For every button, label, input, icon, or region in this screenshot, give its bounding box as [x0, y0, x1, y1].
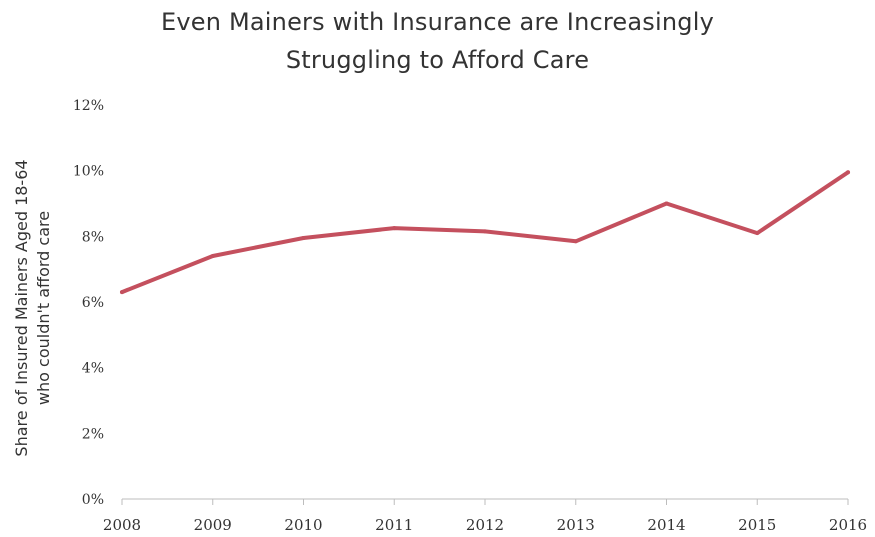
- data-point: [120, 290, 124, 295]
- x-tick-label: 2015: [738, 516, 776, 534]
- x-tick-label: 2010: [284, 516, 322, 534]
- y-axis: 0% 2% 4% 6% 8% 10% 12%: [73, 98, 104, 508]
- chart-title-line-2: Struggling to Afford Care: [285, 46, 590, 74]
- x-tick-label: 2013: [557, 516, 595, 534]
- data-point: [664, 201, 669, 206]
- y-tick-label: 6%: [82, 295, 104, 311]
- y-axis-label: Share of Insured Mainers Aged 18-64 who …: [12, 159, 53, 456]
- chart-title-line-1: Even Mainers with Insurance are Increasi…: [161, 8, 714, 36]
- x-axis-ticks: 2008 2009 2010 2011 2012 2013 2014 2015 2016: [103, 499, 867, 534]
- series-group: [120, 170, 850, 295]
- x-tick-label: 2016: [829, 516, 867, 534]
- y-axis-label-line-1: Share of Insured Mainers Aged 18-64: [12, 159, 31, 456]
- y-axis-label-line-2: who couldn't afford care: [34, 211, 53, 405]
- data-point: [755, 231, 760, 236]
- data-point: [573, 239, 578, 244]
- data-point: [483, 229, 487, 234]
- x-tick-label: 2009: [194, 516, 232, 534]
- y-tick-label: 12%: [73, 98, 104, 114]
- data-point: [392, 226, 397, 231]
- y-tick-label: 2%: [82, 426, 104, 442]
- x-tick-label: 2011: [375, 516, 413, 534]
- y-tick-label: 0%: [82, 492, 104, 508]
- data-point: [846, 170, 850, 175]
- y-tick-label: 10%: [73, 164, 104, 180]
- x-tick-label: 2014: [647, 516, 685, 534]
- y-tick-label: 8%: [82, 229, 104, 245]
- y-tick-label: 4%: [82, 361, 104, 377]
- x-tick-label: 2008: [103, 516, 141, 534]
- data-point: [301, 235, 306, 240]
- data-point: [210, 254, 215, 259]
- x-tick-label: 2012: [466, 516, 504, 534]
